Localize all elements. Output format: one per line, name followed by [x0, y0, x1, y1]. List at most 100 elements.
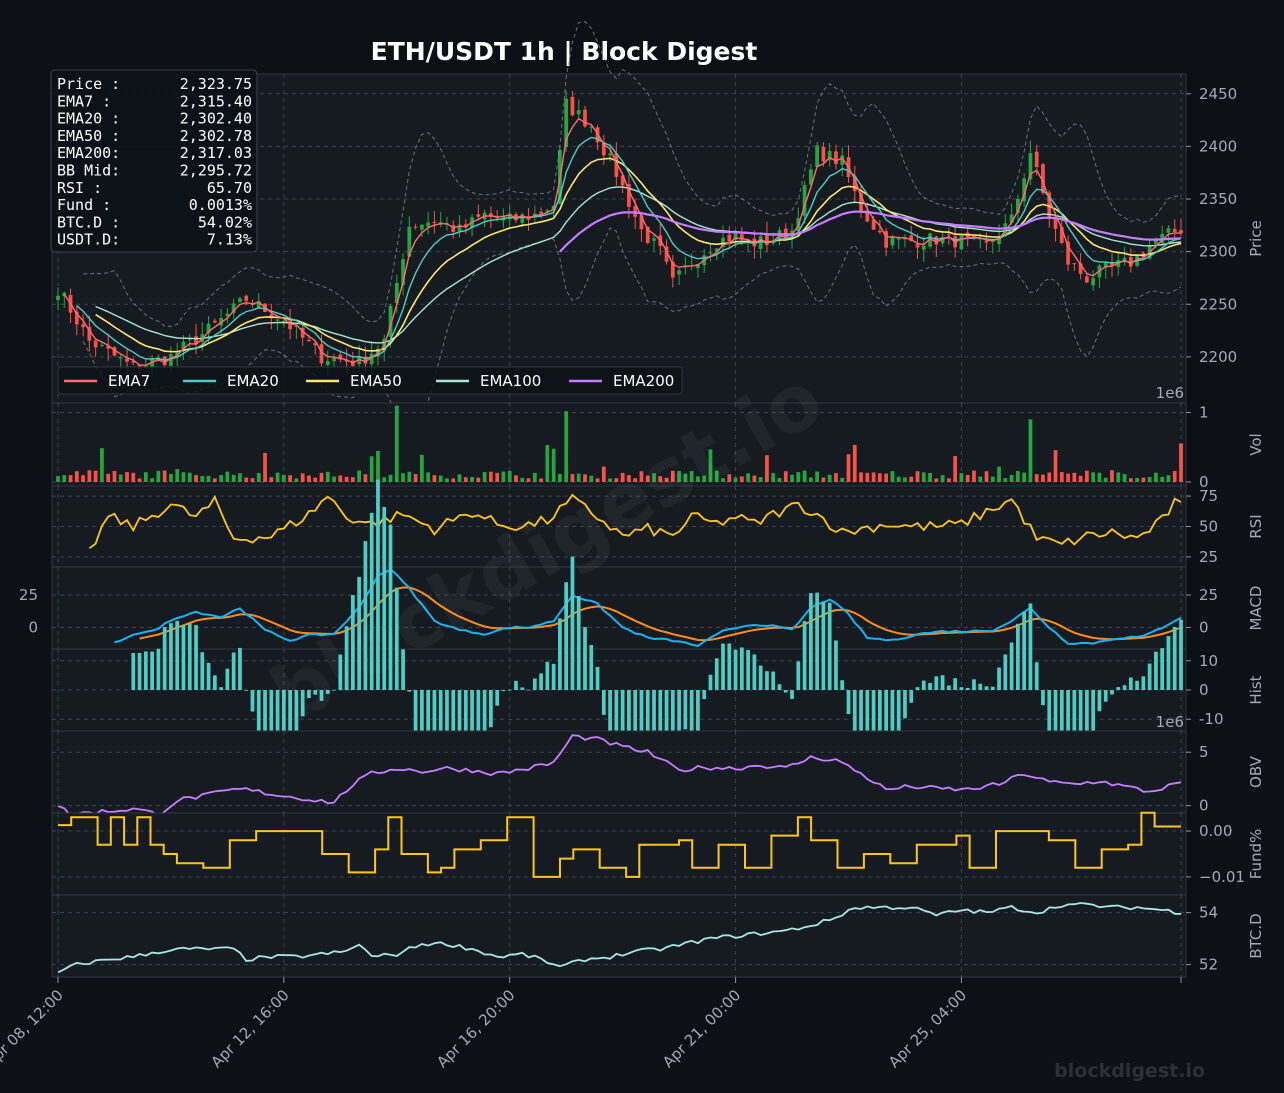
candle-body-125 — [840, 155, 845, 165]
volume-bar-151 — [1003, 478, 1008, 482]
volume-bar-111 — [752, 475, 757, 482]
volume-bar-3 — [74, 471, 79, 482]
hist-bar-147 — [978, 683, 983, 690]
info-value-1: 2,315.40 — [180, 92, 252, 110]
candle-body-159 — [1053, 216, 1058, 229]
hist-bar-41 — [313, 690, 318, 695]
hist-bar-15 — [150, 651, 154, 690]
candle-body-99 — [677, 270, 681, 275]
candle-body-69 — [489, 213, 493, 216]
hist-bar-98 — [670, 690, 675, 741]
hist-bar-101 — [689, 690, 694, 734]
candle-body-28 — [231, 303, 236, 314]
volume-bar-76 — [532, 472, 537, 482]
candle-body-27 — [225, 313, 230, 317]
volume-bar-170 — [1122, 474, 1127, 482]
volume-bar-175 — [1154, 472, 1158, 482]
legend: EMA7 EMA20 EMA50 EMA100 EMA200 — [57, 366, 683, 395]
hist-bar-142 — [946, 685, 951, 690]
info-value-9: 7.13% — [207, 231, 252, 249]
volume-bar-24 — [206, 475, 211, 482]
hist-bar-109 — [739, 647, 744, 690]
hist-bar-174 — [1147, 663, 1152, 690]
candle-body-60 — [432, 221, 437, 223]
hist-bar-136 — [909, 690, 914, 703]
volume-bar-19 — [175, 469, 180, 482]
candle-body-85 — [589, 126, 594, 128]
volume-bar-93 — [639, 471, 644, 482]
info-value-8: 54.02% — [198, 213, 252, 231]
volume-bar-129 — [865, 472, 870, 482]
candle-body-88 — [608, 153, 612, 156]
volume-bar-163 — [1078, 475, 1083, 482]
candle-body-49 — [363, 356, 368, 364]
hist-bar-170 — [1122, 685, 1127, 690]
volume-bar-109 — [739, 476, 744, 482]
candle-body-158 — [1047, 192, 1052, 218]
hist-bar-94 — [645, 690, 650, 770]
candle-body-179 — [1179, 230, 1183, 234]
hist-bar-31 — [250, 690, 255, 712]
volume-bar-176 — [1160, 476, 1165, 482]
volume-bar-61 — [438, 475, 443, 482]
volume-bar-4 — [81, 475, 85, 482]
candle-body-148 — [984, 240, 989, 243]
volume-bar-90 — [620, 472, 625, 482]
info-value-7: 0.0013% — [189, 196, 252, 214]
volume-bar-125 — [840, 477, 845, 482]
obv-ytick-1: 5 — [1199, 743, 1209, 761]
hist-bar-123 — [827, 602, 832, 690]
hist-bar-150 — [997, 667, 1001, 690]
hist-bar-73 — [514, 680, 518, 690]
hist-bar-25 — [212, 675, 217, 690]
candle-body-82 — [570, 96, 575, 116]
volume-bar-71 — [501, 471, 506, 482]
hist-bar-89 — [614, 690, 619, 763]
info-value-6: 65.70 — [207, 179, 252, 197]
volume-bar-114 — [771, 473, 776, 482]
volume-bar-45 — [338, 475, 343, 482]
hist-bar-110 — [746, 649, 750, 690]
hist-bar-104 — [708, 674, 713, 690]
candle-body-129 — [865, 210, 870, 222]
info-box-frame — [50, 69, 258, 253]
hist-bar-167 — [1103, 690, 1108, 702]
volume-bar-100 — [683, 473, 688, 482]
info-value-0: 2,323.75 — [180, 75, 252, 93]
hist-bar-165 — [1091, 690, 1096, 733]
candle-body-97 — [664, 246, 669, 262]
volume-bar-8 — [106, 473, 111, 482]
volume-bar-99 — [677, 470, 681, 482]
hist-bar-127 — [852, 690, 857, 762]
info-label-8: BTC.D : — [57, 213, 120, 231]
x-tick-label-3: Apr 21, 00:00 — [659, 986, 744, 1071]
macd-panel-bg — [51, 566, 1187, 650]
volume-bar-69 — [489, 471, 493, 482]
volume-bar-81 — [564, 411, 569, 482]
volume-bar-154 — [1022, 472, 1027, 482]
volume-bar-55 — [401, 473, 405, 482]
candle-body-59 — [426, 222, 431, 227]
candle-body-46 — [344, 359, 349, 362]
btcd-panel: 52 54 BTC.D — [51, 894, 1265, 978]
candle-body-91 — [627, 184, 631, 207]
hist-bar-176 — [1160, 648, 1165, 690]
candle-body-147 — [978, 238, 983, 240]
candle-body-41 — [313, 343, 318, 346]
volume-bar-50 — [369, 456, 374, 482]
volume-bar-39 — [300, 473, 305, 482]
candle-body-81 — [564, 98, 569, 148]
volume-bar-143 — [953, 456, 958, 482]
candle-body-142 — [946, 234, 951, 236]
candle-body-42 — [319, 344, 324, 364]
hist-bar-50 — [369, 512, 374, 690]
volume-bar-40 — [307, 475, 311, 482]
candle-body-168 — [1110, 262, 1114, 266]
hist-bar-22 — [194, 625, 198, 690]
volume-bar-64 — [457, 474, 462, 482]
hist-bar-56 — [407, 690, 412, 692]
hist-bar-137 — [915, 687, 920, 690]
volume-bar-145 — [965, 475, 970, 482]
candle-body-167 — [1103, 262, 1108, 268]
